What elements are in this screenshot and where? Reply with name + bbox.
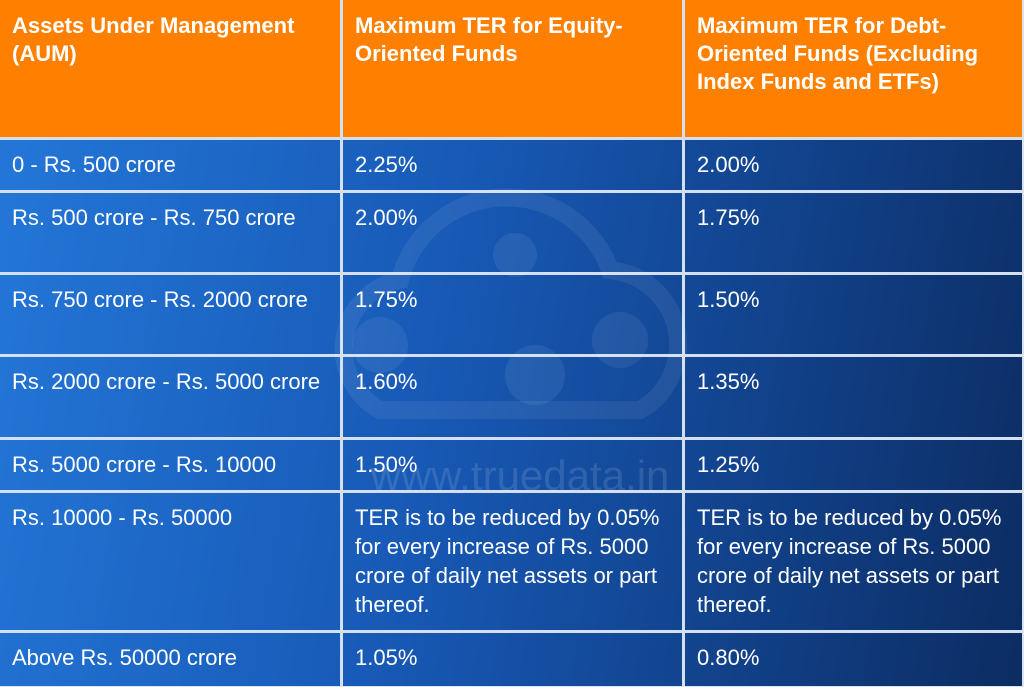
table-cell: Above Rs. 50000 crore <box>0 633 340 686</box>
table-cell: 1.50% <box>685 275 1022 354</box>
table-cell: 1.25% <box>685 440 1022 490</box>
header-cell: Assets Under Management (AUM) <box>0 0 340 137</box>
table-cell: 2.25% <box>343 140 682 190</box>
header-cell: Maximum TER for Equity-Oriented Funds <box>343 0 682 137</box>
header-cell: Maximum TER for Debt-Oriented Funds (Exc… <box>685 0 1022 137</box>
table-cell: 2.00% <box>685 140 1022 190</box>
table-cell: 1.05% <box>343 633 682 686</box>
table-cell: Rs. 10000 - Rs. 50000 <box>0 493 340 630</box>
table-cell: Rs. 500 crore - Rs. 750 crore <box>0 193 340 272</box>
table-cell: TER is to be reduced by 0.05% for every … <box>343 493 682 630</box>
table-cell: 0.80% <box>685 633 1022 686</box>
table-cell: 1.75% <box>685 193 1022 272</box>
table-cell: 1.60% <box>343 357 682 437</box>
table-cell: 2.00% <box>343 193 682 272</box>
table-cell: Rs. 5000 crore - Rs. 10000 <box>0 440 340 490</box>
table-cell: 1.50% <box>343 440 682 490</box>
table-cell: Rs. 2000 crore - Rs. 5000 crore <box>0 357 340 437</box>
table-cell: 0 - Rs. 500 crore <box>0 140 340 190</box>
table-cell: 1.75% <box>343 275 682 354</box>
table-cell: 1.35% <box>685 357 1022 437</box>
table-cell: Rs. 750 crore - Rs. 2000 crore <box>0 275 340 354</box>
table-cell: TER is to be reduced by 0.05% for every … <box>685 493 1022 630</box>
